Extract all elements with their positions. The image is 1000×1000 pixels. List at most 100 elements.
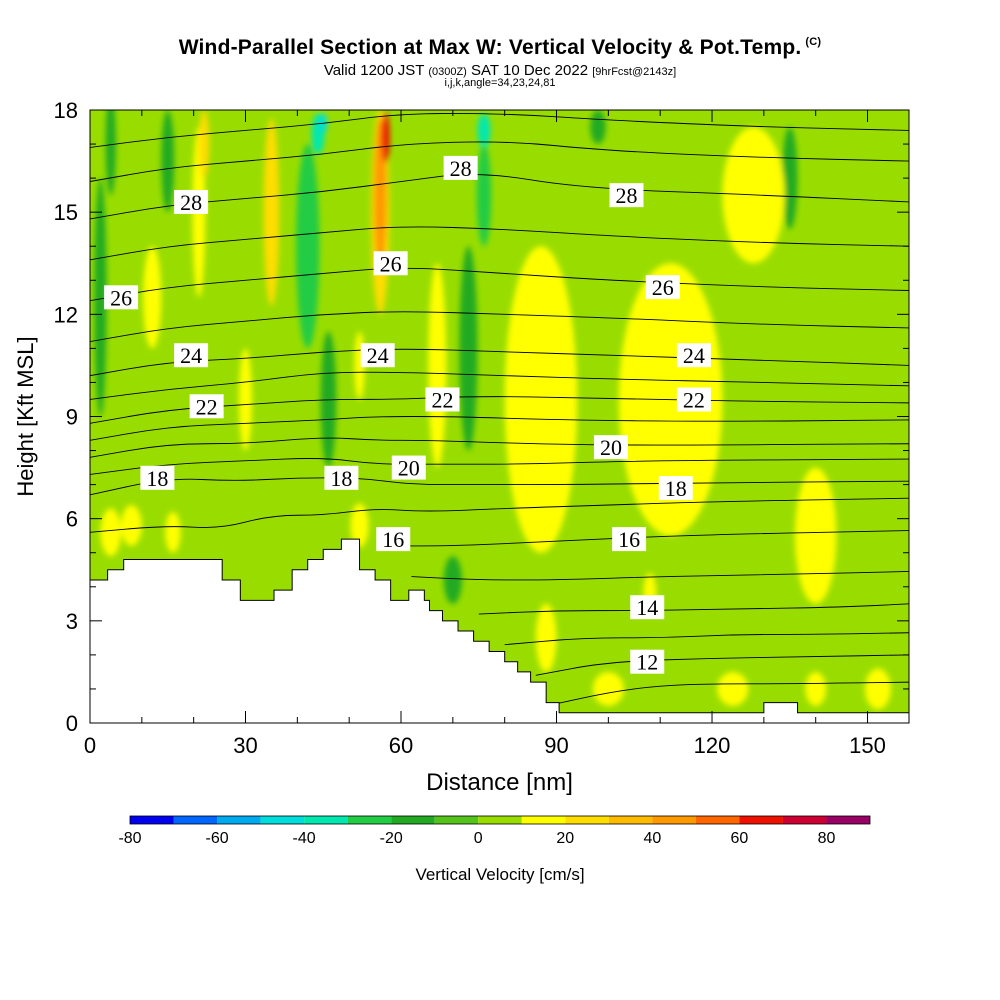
isentrope-label: 22 bbox=[683, 387, 705, 412]
isentrope-line bbox=[90, 477, 909, 496]
colorbar-tick-label: 80 bbox=[818, 830, 836, 847]
velocity-region bbox=[239, 348, 252, 451]
isentrope-line bbox=[90, 141, 909, 182]
colorbar-swatch bbox=[130, 816, 174, 824]
isentrope-label: 22 bbox=[196, 394, 218, 419]
colorbar-swatch bbox=[260, 816, 305, 824]
colorbar-swatch bbox=[521, 816, 566, 824]
isentrope-label-bg bbox=[174, 189, 209, 214]
x-axis-label: Distance [nm] bbox=[426, 769, 573, 796]
colorbar-swatch bbox=[695, 816, 740, 824]
isentrope-label: 26 bbox=[652, 275, 674, 300]
isentrope-label: 28 bbox=[450, 156, 472, 181]
velocity-region bbox=[121, 505, 142, 546]
velocity-region bbox=[805, 671, 827, 706]
velocity-region bbox=[476, 144, 492, 247]
chart-subtitle: Valid 1200 JST (0300Z) SAT 10 Dec 2022 [… bbox=[323, 62, 677, 79]
velocity-region bbox=[143, 246, 162, 349]
isentrope-lines bbox=[90, 112, 909, 707]
isentrope-line bbox=[90, 267, 909, 302]
colorbar-tick-label: 60 bbox=[731, 830, 749, 847]
colorbar-swatch bbox=[173, 816, 218, 824]
isentrope-label: 18 bbox=[330, 466, 352, 491]
colorbar-tick-label: -60 bbox=[205, 830, 228, 847]
isentrope-label-bg bbox=[630, 649, 665, 674]
velocity-region bbox=[198, 110, 210, 179]
colorbar-swatch bbox=[565, 816, 609, 824]
isentrope-label: 28 bbox=[180, 190, 202, 215]
colorbar-swatch bbox=[739, 816, 783, 824]
isentrope-label: 20 bbox=[398, 456, 420, 481]
isentrope-label: 28 bbox=[615, 183, 637, 208]
colorbar-swatch bbox=[652, 816, 696, 824]
y-tick-label: 18 bbox=[54, 98, 78, 123]
velocity-region bbox=[100, 508, 122, 557]
velocity-region bbox=[165, 511, 181, 553]
colorbar-swatch bbox=[217, 816, 261, 824]
isentrope-label: 20 bbox=[600, 435, 622, 460]
isentrope-label-bg bbox=[609, 183, 644, 208]
isentrope-label-bg bbox=[104, 285, 139, 310]
isentrope-label: 16 bbox=[618, 527, 640, 552]
colorbar-swatch bbox=[478, 816, 522, 824]
isentrope-label: 26 bbox=[380, 251, 402, 276]
isentrope-label-bg bbox=[373, 251, 408, 276]
velocity-region bbox=[443, 556, 462, 604]
isentrope-labels: 28 26 24 22 18 18 26 24 22 20 16 28 28 26 24 22 20 18 16 14… bbox=[104, 155, 711, 675]
chart-params: i,j,k,angle=34,23,24,81 bbox=[444, 77, 556, 89]
isentrope-label: 14 bbox=[636, 595, 658, 620]
colorbar-label: Vertical Velocity [cm/s] bbox=[415, 865, 584, 884]
isentrope-line bbox=[90, 416, 909, 441]
y-tick-label: 9 bbox=[66, 405, 78, 430]
isentrope-label-bg bbox=[189, 394, 224, 419]
isentrope-line bbox=[90, 437, 909, 458]
isentrope-line bbox=[546, 681, 909, 707]
isentrope-label-bg bbox=[425, 387, 460, 412]
isentrope-line bbox=[504, 632, 909, 646]
isentrope-line bbox=[390, 530, 909, 547]
y-tick-label: 6 bbox=[66, 507, 78, 532]
velocity-region bbox=[105, 110, 116, 196]
velocity-region bbox=[794, 467, 837, 604]
isentrope-label-bg bbox=[645, 275, 680, 300]
isentrope-label: 24 bbox=[180, 343, 202, 368]
velocity-region bbox=[477, 113, 491, 148]
isentrope-label-bg bbox=[612, 527, 647, 552]
isentrope-label-bg bbox=[140, 465, 175, 490]
isentrope-label-bg bbox=[658, 476, 693, 501]
velocity-region bbox=[350, 503, 369, 548]
colorbar-swatch bbox=[347, 816, 392, 824]
colorbar-tick-label: -80 bbox=[118, 830, 141, 847]
isentrope-label: 18 bbox=[665, 476, 687, 501]
isentrope-label-bg bbox=[443, 155, 478, 180]
isentrope-label-bg bbox=[324, 465, 359, 490]
terrain bbox=[90, 539, 909, 723]
isentrope-line bbox=[411, 571, 909, 581]
isentrope-label: 18 bbox=[146, 466, 168, 491]
isentrope-line bbox=[90, 311, 909, 343]
x-tick-label: 30 bbox=[233, 733, 257, 758]
x-tick-label: 120 bbox=[694, 733, 731, 758]
colorbar-swatch bbox=[826, 816, 870, 824]
velocity-region bbox=[381, 111, 390, 163]
y-tick-label: 3 bbox=[66, 609, 78, 634]
x-tick-label: 0 bbox=[84, 733, 96, 758]
velocity-region bbox=[782, 127, 798, 230]
colorbar-tick-label: 0 bbox=[474, 830, 483, 847]
isentrope-label-bg bbox=[593, 435, 628, 460]
chart-title: Wind-Parallel Section at Max W: Vertical… bbox=[178, 36, 822, 59]
colorbar: -80 -60 -40 -20 0 20 40 60 80 Vertical Velocity [… bbox=[118, 815, 871, 884]
isentrope-line bbox=[478, 603, 909, 615]
y-tick-label: 12 bbox=[54, 302, 78, 327]
isentrope-label: 12 bbox=[636, 650, 658, 675]
isentrope-label: 16 bbox=[382, 527, 404, 552]
colorbar-tick-label: 40 bbox=[643, 830, 661, 847]
isentrope-label-bg bbox=[376, 527, 411, 552]
colorbar-tick-label: -20 bbox=[380, 830, 403, 847]
terrain-outline bbox=[90, 538, 909, 714]
velocity-region bbox=[504, 246, 578, 553]
x-tick-label: 90 bbox=[544, 733, 568, 758]
isentrope-label-bg bbox=[676, 343, 711, 368]
